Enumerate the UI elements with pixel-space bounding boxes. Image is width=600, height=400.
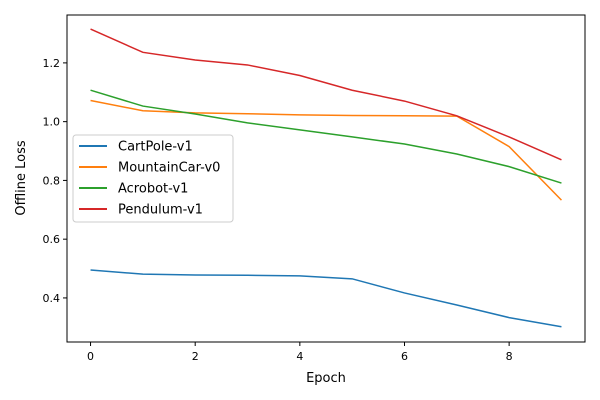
series-line-Pendulum-v1	[90, 28, 562, 161]
plot-frame	[66, 14, 586, 343]
y-tick-label: 0.8	[43, 174, 61, 187]
series-line-Acrobot-v1	[90, 89, 562, 184]
x-tick-label: 0	[87, 350, 94, 363]
legend: CartPole-v1 MountainCar-v0 Acrobot-v1 Pendu…	[72, 134, 234, 223]
legend-entry: MountainCar-v0	[118, 161, 220, 176]
series-line-CartPole-v1	[90, 269, 562, 328]
x-tick-label: 4	[296, 350, 303, 363]
x-tick-label: 8	[506, 350, 513, 363]
x-tick-label: 2	[192, 350, 199, 363]
legend-entry: Pendulum-v1	[118, 203, 203, 218]
x-axis-label: Epoch	[306, 371, 346, 386]
legend-entry: CartPole-v1	[118, 140, 193, 155]
x-tick-label: 6	[401, 350, 408, 363]
y-tick-label: 0.6	[43, 233, 61, 246]
legend-entry: Acrobot-v1	[118, 182, 188, 197]
y-tick-label: 0.4	[43, 292, 61, 305]
series-line-MountainCar-v0	[90, 99, 562, 201]
y-tick-label: 1.0	[43, 116, 61, 129]
legend-box	[72, 134, 234, 223]
y-axis-label: Offline Loss	[14, 140, 29, 216]
y-tick-label: 1.2	[43, 57, 61, 70]
